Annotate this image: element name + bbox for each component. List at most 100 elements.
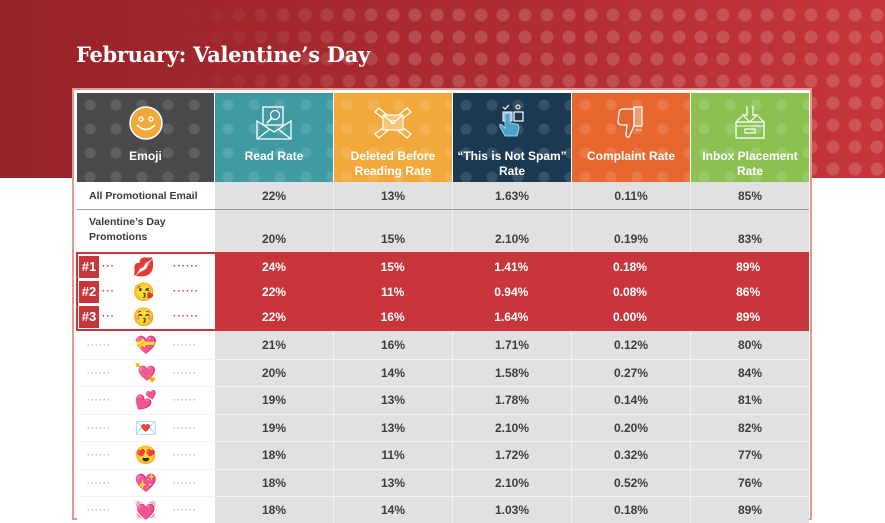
table-row-emoji: ······ 💘 ······ 20% 14% 1.58% 0.27% 84% — [77, 358, 809, 386]
header-inbox-placement-rate: Inbox Placement Rate — [691, 93, 809, 182]
inbox-rate-cell: 89% — [689, 254, 807, 279]
complaint-rate-cell: 0.12% — [572, 331, 691, 359]
deleted-rate-cell: 14% — [334, 359, 453, 386]
emoji-cell: #3 ··· 😚 ······ — [78, 304, 215, 329]
kiss-mark-icon: 💋 — [132, 256, 156, 277]
inbox-rate-cell: 81% — [691, 387, 809, 414]
inbox-rate-cell: 89% — [689, 304, 807, 329]
table-row-all-promotional: All Promotional Email 22% 13% 1.63% 0.11… — [77, 182, 809, 209]
deleted-rate-cell: 13% — [334, 414, 453, 441]
inbox-tray-icon — [728, 103, 772, 143]
complaint-rate-cell: 0.32% — [572, 442, 691, 469]
read-rate-cell: 22% — [214, 304, 334, 329]
sparkling-heart-icon: 💖 — [134, 472, 158, 493]
not-spam-rate-cell: 1.03% — [453, 497, 572, 523]
smiley-face-icon — [124, 103, 168, 143]
top-three-emojis: #1 ··· 💋 ······ 24% 15% 1.41% 0.18% 89% … — [76, 252, 809, 331]
rank-badge: #3 — [79, 305, 99, 328]
table-row-emoji: ······ 💌 ······ 19% 13% 2.10% 0.20% 82% — [77, 413, 809, 441]
complaint-rate-cell: 0.08% — [570, 279, 690, 304]
emoji-cell: ······ 💖 ······ — [77, 469, 215, 496]
read-rate-cell: 20% — [215, 359, 334, 386]
dotted-leader: ······ — [87, 339, 111, 350]
rank-badge: #1 — [79, 255, 99, 278]
dotted-leader: ······ — [173, 339, 197, 350]
inbox-rate-cell: 82% — [691, 414, 809, 441]
complaint-rate-cell: 0.11% — [572, 182, 691, 209]
dotted-leader: ······ — [87, 477, 111, 488]
two-hearts-icon: 💕 — [134, 390, 158, 411]
thumbs-down-icon — [609, 103, 653, 143]
dotted-leader: ······ — [173, 311, 199, 322]
heart-with-ribbon-icon: 💝 — [134, 334, 158, 355]
deleted-rate-cell: 15% — [334, 210, 453, 252]
dotted-leader: ······ — [173, 477, 197, 488]
table-row-emoji: ······ 💓 ······ 18% 14% 1.03% 0.18% 89% — [77, 496, 809, 523]
emoji-cell: ······ 💘 ······ — [77, 359, 215, 386]
heart-eyes-icon: 😍 — [134, 445, 158, 466]
read-rate-cell: 22% — [215, 182, 334, 209]
hand-checkbox-icon — [490, 103, 534, 143]
dotted-leader: ······ — [173, 450, 197, 461]
row-label: All Promotional Email — [77, 182, 215, 209]
header-read-rate: Read Rate — [215, 93, 334, 182]
complaint-rate-cell: 0.20% — [572, 414, 691, 441]
deleted-rate-cell: 13% — [334, 387, 453, 414]
not-spam-rate-cell: 0.94% — [451, 279, 571, 304]
not-spam-rate-cell: 1.64% — [451, 304, 571, 329]
deleted-rate-cell: 11% — [334, 442, 453, 469]
table-header-row: Emoji Read Rate Deleted Before Reading R… — [77, 93, 809, 182]
table-row-valentines-promotions: Valentine’s Day Promotions 20% 15% 2.10%… — [77, 209, 809, 252]
complaint-rate-cell: 0.19% — [572, 210, 691, 252]
emoji-cell: ······ 💓 ······ — [77, 497, 215, 523]
emoji-cell: #2 ··· 😘 ······ — [78, 279, 215, 304]
dotted-leader: ······ — [173, 286, 199, 297]
dotted-leader: ······ — [173, 261, 199, 272]
dotted-leader: ······ — [87, 367, 111, 378]
inbox-rate-cell: 84% — [691, 359, 809, 386]
read-rate-cell: 24% — [214, 254, 334, 279]
inbox-rate-cell: 85% — [691, 182, 809, 209]
header-emoji: Emoji — [77, 93, 215, 182]
deleted-rate-cell: 16% — [334, 331, 453, 359]
dotted-leader: ······ — [87, 395, 111, 406]
dotted-leader: ······ — [173, 395, 197, 406]
emoji-cell: #1 ··· 💋 ······ — [78, 254, 215, 279]
table-row-emoji: ······ 💝 ······ 21% 16% 1.71% 0.12% 80% — [77, 331, 809, 359]
not-spam-rate-cell: 1.58% — [453, 359, 572, 386]
read-rate-cell: 20% — [215, 210, 334, 252]
dotted-leader: ······ — [87, 422, 111, 433]
deleted-rate-cell: 15% — [333, 254, 452, 279]
inbox-rate-cell: 86% — [689, 279, 807, 304]
dotted-leader: ······ — [173, 367, 197, 378]
kissing-face-closed-eyes-icon: 😚 — [132, 306, 156, 327]
emoji-cell: ······ 💝 ······ — [77, 331, 215, 359]
row-label: Valentine’s Day Promotions — [77, 210, 215, 252]
read-rate-cell: 18% — [215, 497, 334, 523]
emoji-metrics-table: Emoji Read Rate Deleted Before Reading R… — [72, 88, 812, 523]
love-letter-icon: 💌 — [134, 417, 158, 438]
dotted-leader: ··· — [102, 286, 115, 297]
read-rate-cell: 21% — [215, 331, 334, 359]
header-not-spam-rate: “This is Not Spam” Rate — [453, 93, 572, 182]
not-spam-rate-cell: 1.71% — [453, 331, 572, 359]
deleted-rate-cell: 13% — [334, 182, 453, 209]
inbox-rate-cell: 76% — [691, 469, 809, 496]
rank-badge: #2 — [79, 280, 99, 303]
complaint-rate-cell: 0.14% — [572, 387, 691, 414]
read-rate-cell: 18% — [215, 469, 334, 496]
complaint-rate-cell: 0.52% — [572, 469, 691, 496]
not-spam-rate-cell: 2.10% — [453, 210, 572, 252]
deleted-rate-cell: 11% — [333, 279, 452, 304]
heart-with-arrow-icon: 💘 — [134, 362, 158, 383]
dotted-leader: ······ — [173, 422, 197, 433]
dotted-leader: ······ — [87, 450, 111, 461]
dotted-leader: ··· — [102, 311, 115, 322]
deleted-rate-cell: 14% — [334, 497, 453, 523]
table-row-rank-2: #2 ··· 😘 ······ 22% 11% 0.94% 0.08% 86% — [78, 279, 807, 304]
envelope-magnifier-icon — [252, 103, 296, 143]
inbox-rate-cell: 83% — [691, 210, 809, 252]
not-spam-rate-cell: 2.10% — [453, 469, 572, 496]
table-row-rank-3: #3 ··· 😚 ······ 22% 16% 1.64% 0.00% 89% — [78, 304, 807, 329]
